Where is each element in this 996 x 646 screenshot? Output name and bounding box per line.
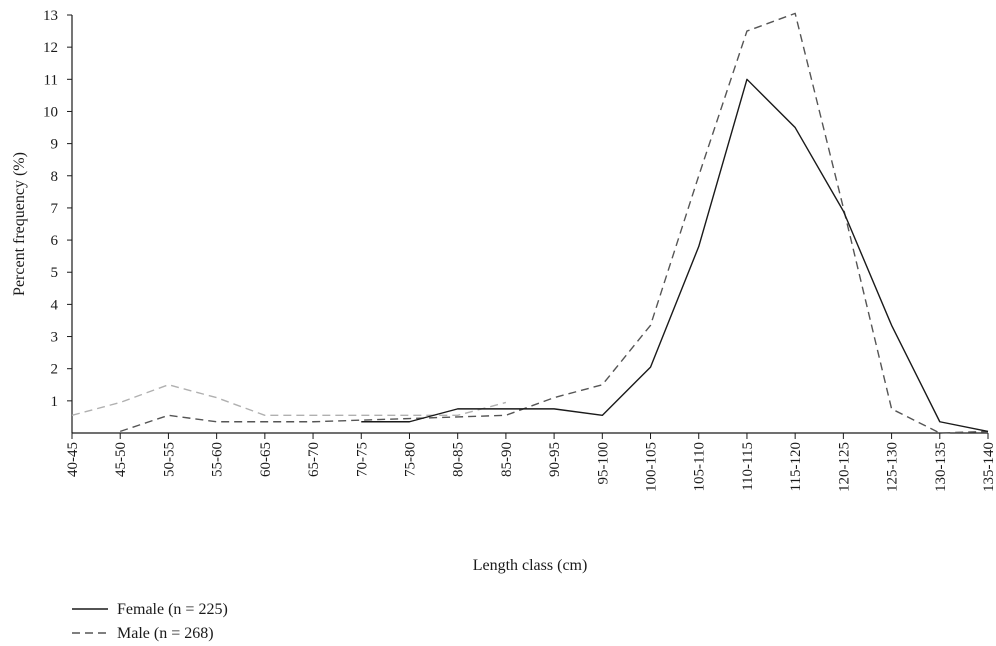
y-tick-label: 11: [44, 72, 58, 88]
series-line-sex-unknown: [71, 384, 507, 417]
x-tick-label: 135-140: [981, 442, 996, 492]
x-tick-label: 110-115: [740, 442, 756, 491]
y-tick-label: 10: [43, 104, 58, 120]
x-tick-label: 120-125: [836, 442, 852, 492]
y-tick-label: 1: [51, 394, 59, 410]
y-tick-label: 5: [51, 265, 59, 281]
x-tick-label: 100-105: [644, 442, 660, 492]
y-tick-label: 3: [51, 330, 59, 346]
x-tick-label: 50-55: [161, 442, 177, 477]
x-tick-label: 45-50: [113, 442, 129, 477]
y-tick-label: 9: [51, 137, 59, 153]
y-tick-label: 6: [51, 233, 59, 249]
x-tick-label: 125-130: [885, 442, 901, 492]
legend: Female (n = 225)Male (n = 268)Sex unknow…: [72, 601, 228, 642]
x-tick-label: 70-75: [354, 442, 370, 477]
series-line-male: [119, 12, 989, 434]
series-line-female: [361, 78, 989, 433]
legend-label: Female (n = 225): [117, 601, 228, 618]
x-ticks: 40-45 45-50 50-55 55-60 60-65 65-70 70-75 75-80…: [65, 433, 996, 492]
axes: [71, 15, 988, 434]
x-tick-label: 130-135: [933, 442, 949, 492]
x-tick-label: 90-95: [547, 442, 563, 477]
y-tick-label: 4: [51, 297, 59, 313]
legend-label: Male (n = 268): [117, 625, 214, 642]
x-tick-label: 65-70: [306, 442, 322, 477]
y-axis-title: Percent frequency (%): [11, 152, 28, 296]
x-tick-label: 55-60: [210, 442, 226, 477]
x-tick-label: 105-110: [692, 442, 708, 491]
y-tick-label: 12: [43, 40, 58, 56]
series-group: [71, 12, 989, 434]
y-tick-label: 7: [51, 201, 59, 217]
x-tick-label: 85-90: [499, 442, 515, 477]
x-tick-label: 95-100: [595, 442, 611, 485]
x-tick-label: 75-80: [402, 442, 418, 477]
x-axis-title: Length class (cm): [473, 557, 588, 574]
x-tick-label: 60-65: [258, 442, 274, 477]
x-tick-label: 115-120: [788, 442, 804, 491]
y-tick-label: 13: [43, 8, 58, 24]
x-tick-label: 40-45: [65, 442, 81, 477]
x-tick-label: 80-85: [451, 442, 467, 477]
y-tick-label: 2: [51, 362, 59, 378]
y-tick-label: 8: [51, 169, 59, 185]
